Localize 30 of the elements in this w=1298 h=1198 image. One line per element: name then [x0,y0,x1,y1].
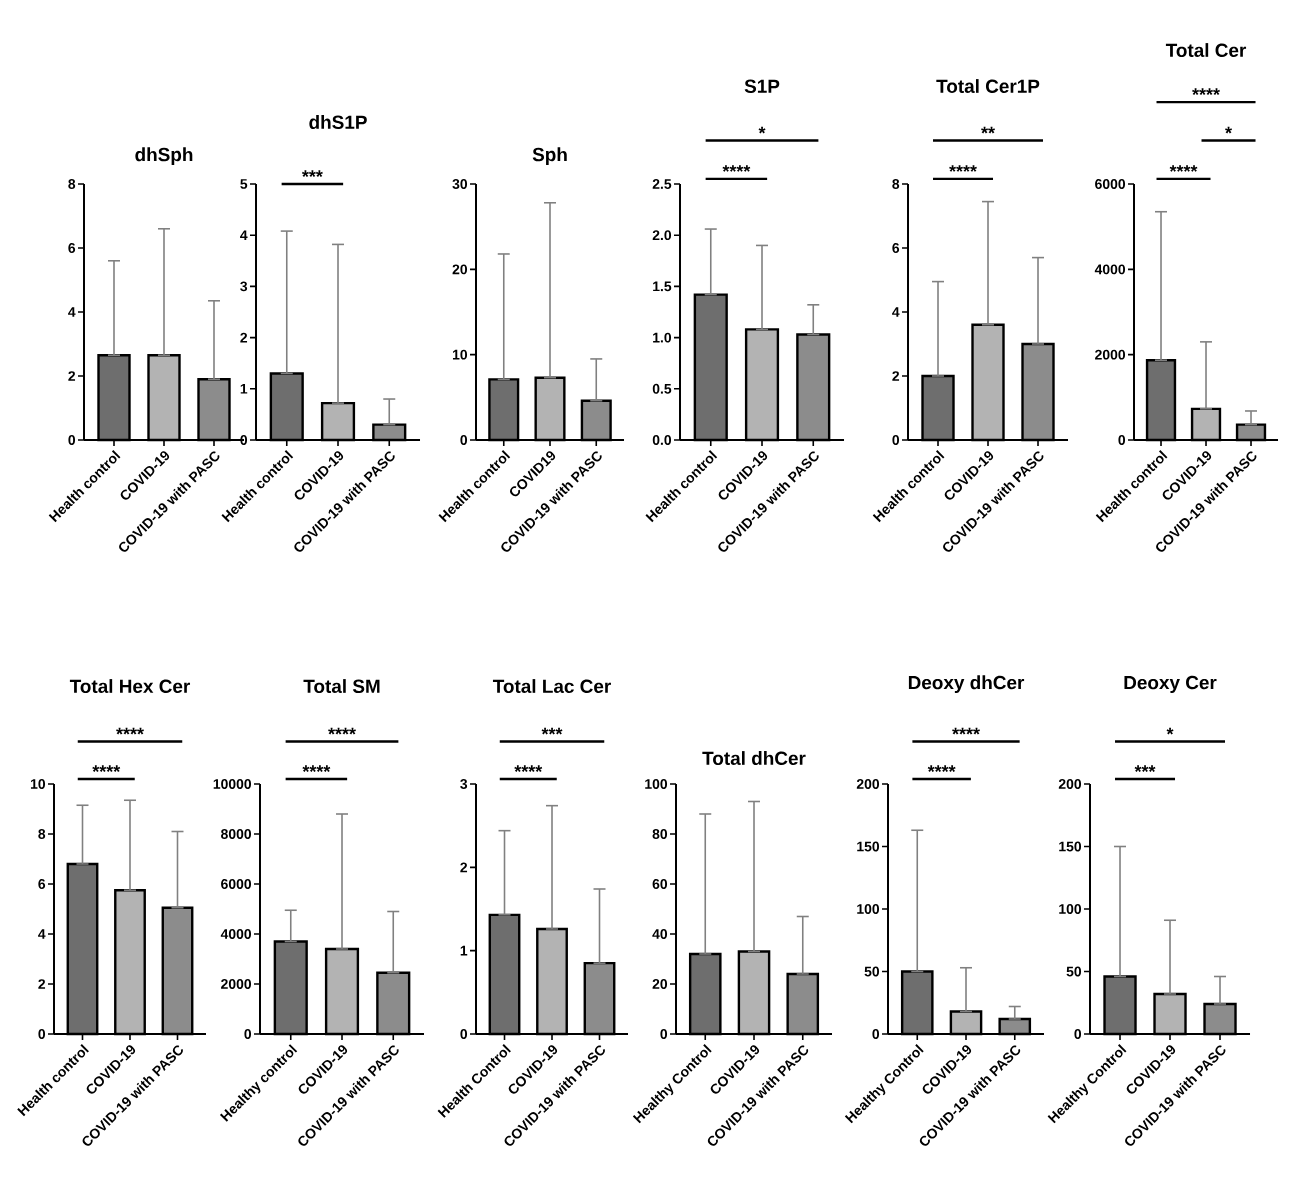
chart-title: Total Cer1P [936,79,1040,93]
chart-title: Total Hex Cer [69,679,191,693]
chart-title: Deoxy dhCer [908,675,1025,694]
chart-title: Deoxy Cer [1124,675,1217,694]
text: **** [116,727,144,735]
chart-title: Total dhCer [702,751,806,766]
chart-title: dhSph [135,147,193,166]
text: * [758,126,766,134]
text: **** [927,765,956,772]
text: ** [981,126,995,134]
chart-title: Total Lac Cer [492,679,611,693]
text: **** [302,765,331,772]
chart-title: Sph [532,147,567,166]
text: *** [1134,765,1156,772]
text: *** [301,170,323,177]
text: * [1166,727,1174,735]
text: * [1225,126,1232,134]
text: **** [92,765,121,772]
chart-title: Total SM [303,679,380,693]
chart-title: S1P [744,79,780,93]
text: **** [1169,165,1198,172]
text: **** [514,765,543,772]
chart-title: dhS1P [309,115,367,129]
text: **** [1192,88,1220,96]
text: **** [949,165,977,172]
text: *** [541,727,563,735]
text: **** [722,165,751,172]
chart-title: Total Cer [1165,43,1247,57]
text: **** [328,727,356,735]
text: **** [952,727,980,735]
